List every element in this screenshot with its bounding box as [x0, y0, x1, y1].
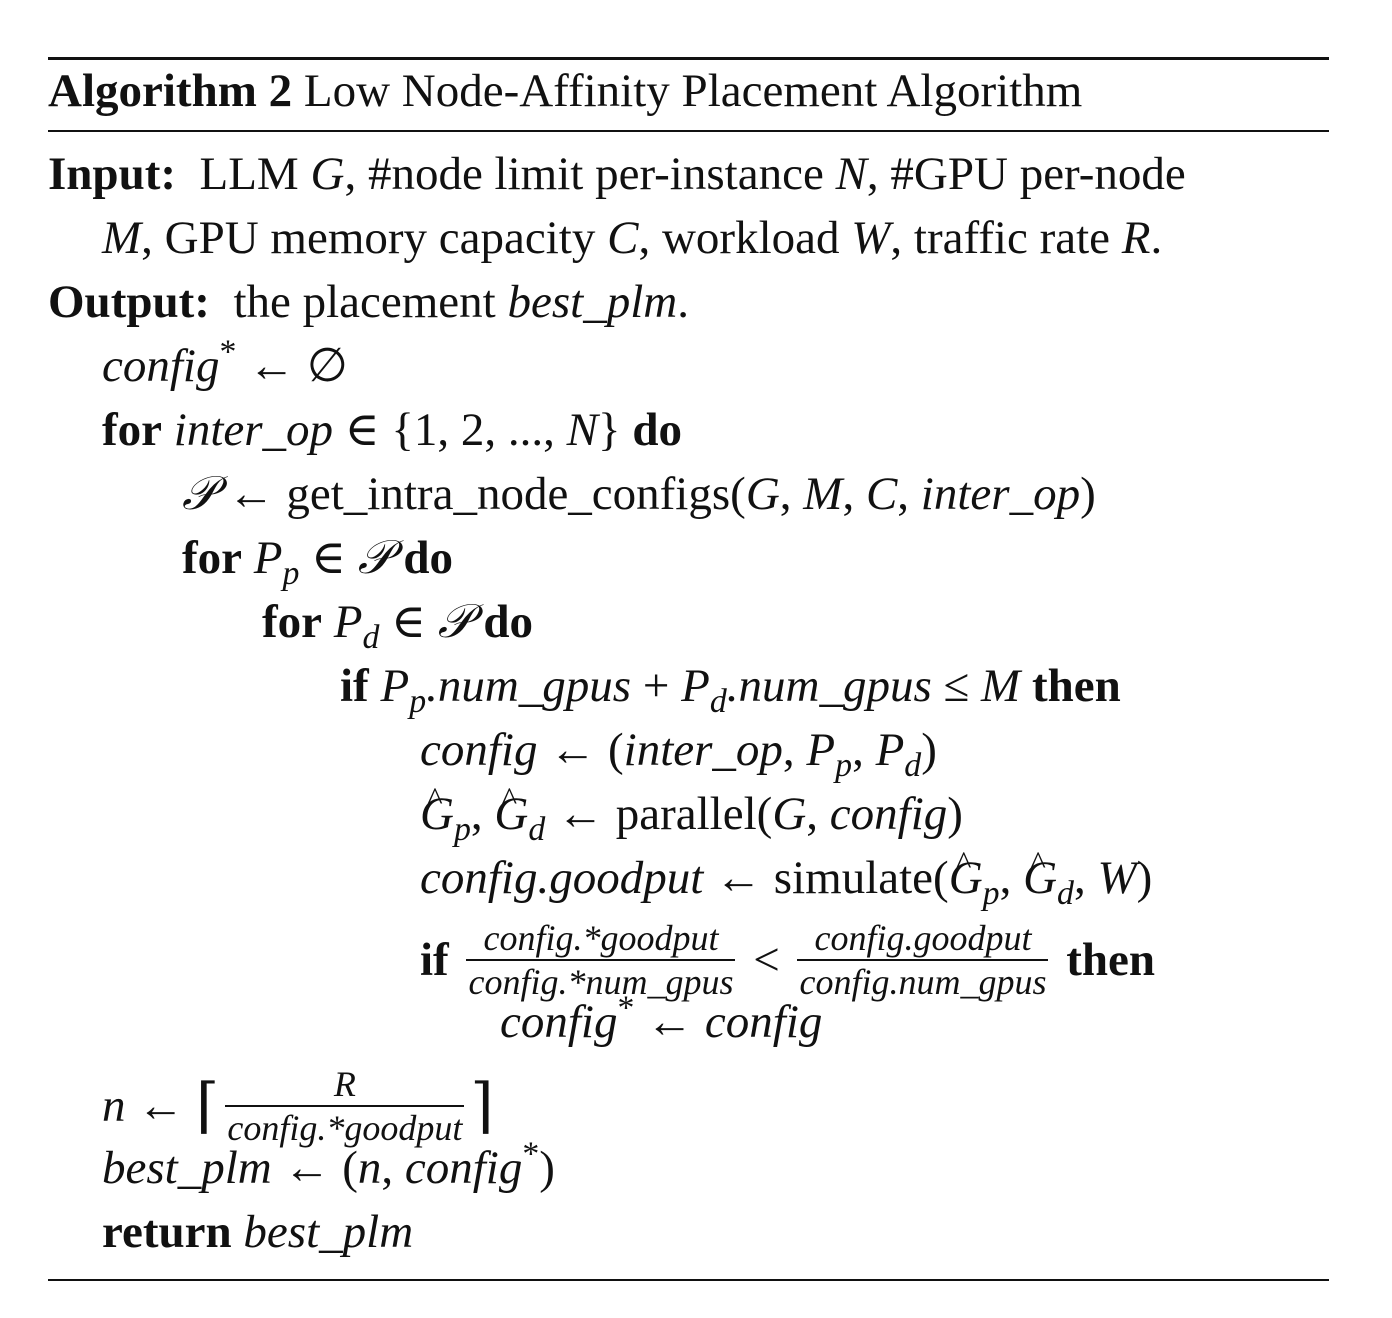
step-parallel: Gp, Gd ← parallel(G, config)	[420, 772, 963, 846]
input-line-1: Input: LLM G, #node limit per-instance N…	[48, 146, 1186, 202]
fraction-current: config.goodput config.num_gpus	[797, 918, 1049, 1002]
input-label: Input:	[48, 148, 177, 200]
output-line: Output: the placement best_plm.	[48, 274, 689, 330]
fraction-n-denominator: config.*goodput	[225, 1105, 465, 1148]
algorithm-label: Algorithm 2	[48, 65, 293, 117]
function-simulate: simulate	[773, 852, 934, 904]
keyword-then: then	[1066, 933, 1156, 986]
step-for-pp: for Pp ∈ 𝒫 do	[182, 532, 453, 592]
fraction-n: R config.*goodput	[225, 1064, 465, 1148]
fraction-best-denominator: config.*num_gpus	[466, 959, 736, 1002]
input-text-1: LLM G, #node limit per-instance N, #GPU …	[199, 148, 1186, 200]
algorithm-caption: Algorithm 2 Low Node-Affinity Placement …	[48, 63, 1082, 119]
keyword-if: if	[420, 933, 449, 986]
step-for-inter-op: for inter_op ∈ {1, 2, ..., N} do	[102, 404, 682, 456]
caption-rule	[48, 130, 1329, 132]
keyword-if: if	[340, 660, 369, 712]
keyword-return: return	[102, 1206, 232, 1258]
keyword-do: do	[403, 532, 453, 584]
output-label: Output:	[48, 276, 210, 328]
fraction-best: config.*goodput config.*num_gpus	[466, 918, 736, 1002]
fraction-best-numerator: config.*goodput	[483, 918, 719, 958]
step-return: return best_plm	[102, 1206, 414, 1258]
step-simulate: config.goodput ← simulate(Gp, Gd, W)	[420, 836, 1152, 910]
keyword-then: then	[1031, 660, 1121, 712]
step-best-plm: best_plm ← (n, config*)	[102, 1135, 555, 1194]
step-if-compare: if config.*goodput config.*num_gpus < co…	[420, 918, 1156, 1002]
algorithm-title: Low Node-Affinity Placement Algorithm	[303, 65, 1083, 117]
output-text: the placement best_plm.	[233, 276, 689, 328]
step-update-best: config* ← config	[500, 989, 823, 1048]
function-parallel: parallel	[615, 788, 757, 840]
input-text-2: M, GPU memory capacity C, workload W, tr…	[102, 212, 1163, 264]
step-get-intra-configs: 𝒫 ← get_intra_node_configs(G, M, C, inte…	[182, 468, 1096, 520]
keyword-do: do	[483, 596, 533, 648]
fraction-current-numerator: config.goodput	[814, 918, 1032, 958]
fraction-n-numerator: R	[333, 1064, 356, 1104]
step-compute-n: n ← ⌈ R config.*goodput ⌉	[102, 1064, 494, 1148]
bottom-rule	[48, 1279, 1329, 1281]
step-init-config: config* ← ∅	[102, 333, 348, 392]
top-rule	[48, 57, 1329, 60]
fraction-current-denominator: config.num_gpus	[797, 959, 1049, 1002]
keyword-for: for	[102, 404, 163, 456]
function-get-intra: get_intra_node_configs	[286, 468, 731, 520]
keyword-for: for	[262, 596, 323, 648]
step-for-pd: for Pd ∈ 𝒫 do	[262, 596, 533, 656]
keyword-for: for	[182, 532, 243, 584]
step-if-gpu-limit: if Pp.num_gpus + Pd.num_gpus ≤ M then	[340, 660, 1121, 720]
input-line-2: M, GPU memory capacity C, workload W, tr…	[102, 210, 1162, 266]
step-assign-config: config ← (inter_op, Pp, Pd)	[420, 724, 937, 784]
keyword-do: do	[632, 404, 682, 456]
